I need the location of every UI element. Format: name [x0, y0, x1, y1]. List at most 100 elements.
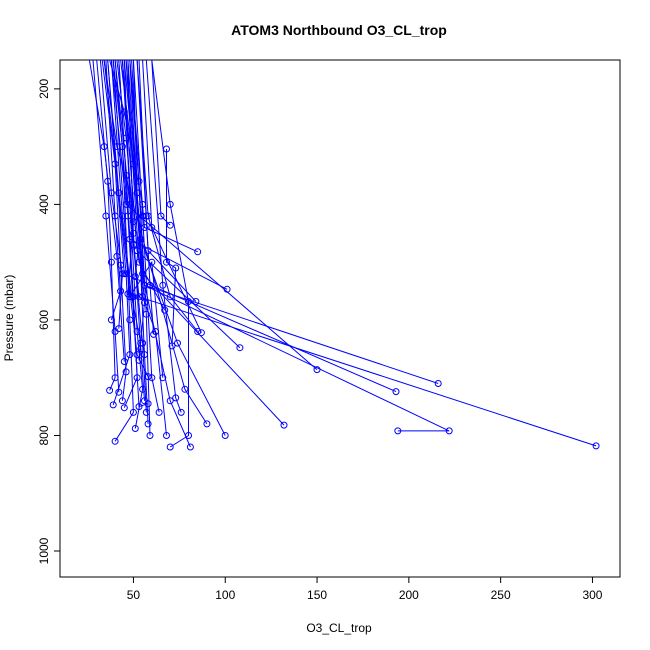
plot-area	[88, 60, 600, 451]
profile-line	[107, 60, 397, 393]
y-tick-label: 200	[37, 79, 51, 99]
data-point	[120, 404, 128, 412]
x-tick-label: 150	[307, 588, 327, 602]
data-point	[135, 356, 143, 364]
data-point	[135, 293, 143, 301]
data-point	[172, 394, 180, 402]
data-point	[150, 330, 158, 338]
data-point	[120, 358, 128, 365]
data-point	[102, 212, 110, 220]
data-point	[236, 344, 244, 352]
data-point	[111, 437, 119, 445]
data-point	[159, 281, 167, 289]
profile-line	[103, 60, 208, 425]
data-point	[139, 385, 147, 393]
data-point	[144, 420, 152, 428]
data-point	[166, 200, 174, 208]
profile-line	[99, 60, 123, 329]
y-axis: 200 400 600 800 1000	[37, 79, 60, 564]
data-point	[146, 281, 154, 289]
data-point	[144, 400, 152, 408]
data-point	[163, 258, 170, 266]
data-point	[445, 427, 453, 435]
data-point	[107, 189, 115, 197]
data-point	[139, 200, 147, 208]
profile-line	[120, 60, 146, 361]
data-point	[166, 221, 174, 229]
data-point	[131, 425, 139, 432]
data-point	[141, 299, 148, 307]
data-point	[197, 329, 205, 337]
data-point	[106, 386, 114, 394]
data-point	[122, 368, 130, 376]
profile-line	[112, 60, 134, 442]
y-tick-label: 400	[37, 194, 51, 214]
y-tick-label: 800	[37, 425, 51, 445]
x-tick-label: 50	[127, 588, 141, 602]
profile-line	[142, 60, 202, 333]
profile-line	[103, 60, 149, 377]
data-point	[185, 298, 192, 305]
profile-line	[101, 60, 127, 401]
data-point	[155, 408, 163, 416]
data-point	[168, 342, 176, 350]
x-axis: 50 100 150 200 250 300	[127, 577, 603, 602]
data-point	[194, 248, 202, 256]
y-axis-label: Pressure (mbar)	[2, 275, 16, 362]
x-axis-label: O3_CL_trop	[306, 621, 372, 635]
data-point	[124, 212, 132, 220]
profile-line	[151, 60, 171, 226]
profile-line	[114, 60, 597, 447]
profile-line	[88, 60, 125, 362]
x-tick-label: 250	[491, 588, 511, 602]
data-point	[120, 270, 128, 278]
data-point	[131, 273, 139, 281]
data-point	[177, 408, 185, 416]
profile-line	[114, 60, 149, 408]
data-point	[161, 306, 169, 314]
data-point	[223, 285, 231, 293]
data-point	[221, 432, 229, 439]
data-point	[434, 380, 442, 387]
data-point	[107, 316, 115, 324]
data-point	[203, 420, 211, 428]
data-point	[163, 432, 170, 439]
data-point	[135, 403, 143, 411]
data-point	[394, 427, 402, 435]
data-point	[113, 252, 121, 260]
data-point	[142, 212, 150, 220]
data-point	[107, 258, 115, 266]
profile-line	[109, 60, 144, 277]
y-tick-label: 600	[37, 310, 51, 330]
profile-line	[125, 60, 166, 311]
data-point	[129, 408, 137, 416]
data-point	[100, 143, 108, 151]
x-tick-label: 300	[582, 588, 602, 602]
data-point	[181, 385, 189, 393]
profile-line	[127, 60, 145, 401]
data-point	[126, 351, 134, 359]
profile-line	[131, 60, 439, 384]
data-point	[109, 401, 117, 409]
data-point	[166, 443, 174, 451]
profile-line	[166, 149, 177, 346]
x-tick-label: 200	[399, 588, 419, 602]
data-point	[118, 397, 126, 405]
plot-frame	[59, 59, 621, 578]
data-point	[192, 298, 200, 305]
profile-line	[96, 60, 116, 391]
profile-line	[138, 60, 155, 335]
data-point	[115, 388, 123, 396]
data-point	[172, 264, 180, 272]
data-point	[148, 374, 156, 382]
profile-line	[112, 60, 164, 378]
data-point	[144, 373, 152, 381]
y-tick-label: 1000	[37, 537, 51, 564]
chart-title: ATOM3 Northbound O3_CL_trop	[231, 22, 447, 38]
profile-line	[129, 60, 167, 436]
profile-line	[118, 60, 228, 290]
profile-line	[151, 60, 189, 448]
data-point	[159, 374, 167, 382]
profile-line	[129, 60, 198, 253]
